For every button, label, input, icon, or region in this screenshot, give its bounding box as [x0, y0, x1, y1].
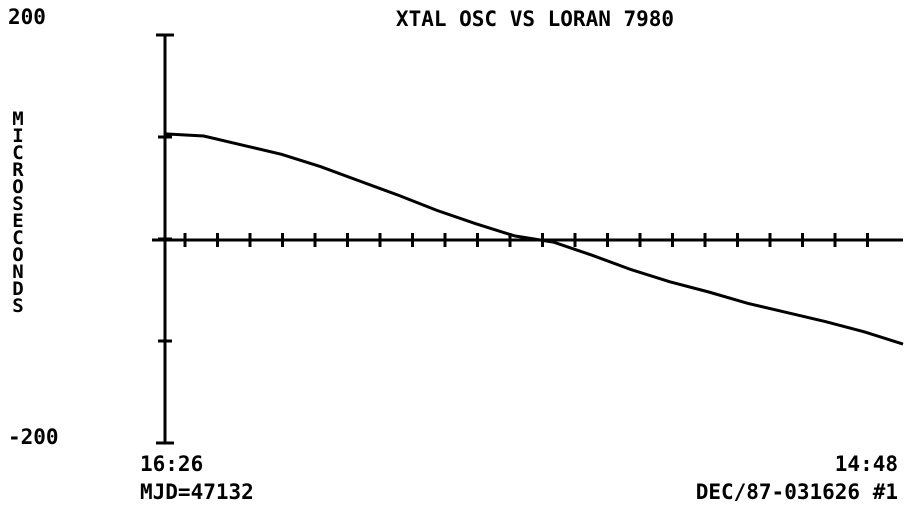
- y-tick-label: -200: [8, 425, 59, 449]
- y-axis-label: MICROSECONDS: [7, 108, 29, 312]
- footer-left: MJD=47132: [140, 480, 254, 504]
- x-end-label: 14:48: [835, 452, 898, 476]
- footer-right: DEC/87-031626 #1: [696, 480, 898, 504]
- x-start-label: 16:26: [140, 452, 203, 476]
- chart-title: XTAL OSC VS LORAN 7980: [396, 7, 674, 31]
- y-tick-label: 200: [8, 5, 46, 29]
- data-line: [164, 132, 904, 346]
